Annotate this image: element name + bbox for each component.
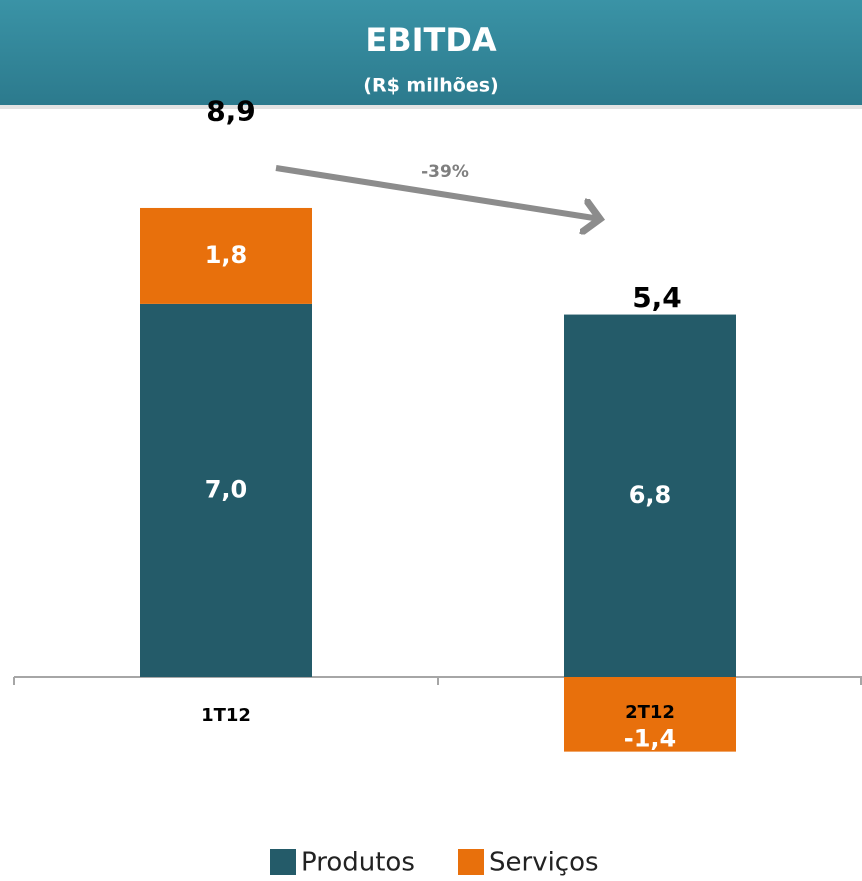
header-band — [0, 0, 862, 105]
annotation: -39% — [421, 162, 469, 182]
bar-segment — [564, 677, 736, 752]
bar-segment — [564, 314, 736, 677]
chart-title: EBITDA — [365, 21, 497, 59]
legend-label: Produtos — [301, 848, 415, 878]
legend-swatch — [270, 849, 296, 875]
chart-subtitle: (R$ milhões) — [363, 75, 498, 97]
value-label: -1,4 — [624, 725, 676, 753]
value-label: 7,0 — [205, 475, 248, 503]
total-label: 8,9 — [206, 95, 256, 128]
value-label: 1,8 — [205, 241, 248, 269]
total-label: 5,4 — [632, 281, 682, 314]
legend-label: Serviços — [489, 848, 599, 878]
legend-swatch — [458, 849, 484, 875]
x-tick-label: 1T12 — [201, 705, 251, 726]
value-label: 6,8 — [629, 481, 672, 509]
bar-segment — [140, 207, 312, 304]
bar-segment — [140, 303, 312, 677]
trend-arrow — [275, 165, 600, 219]
x-tick-label: 2T12 — [625, 702, 675, 723]
header-shadow — [0, 105, 862, 109]
